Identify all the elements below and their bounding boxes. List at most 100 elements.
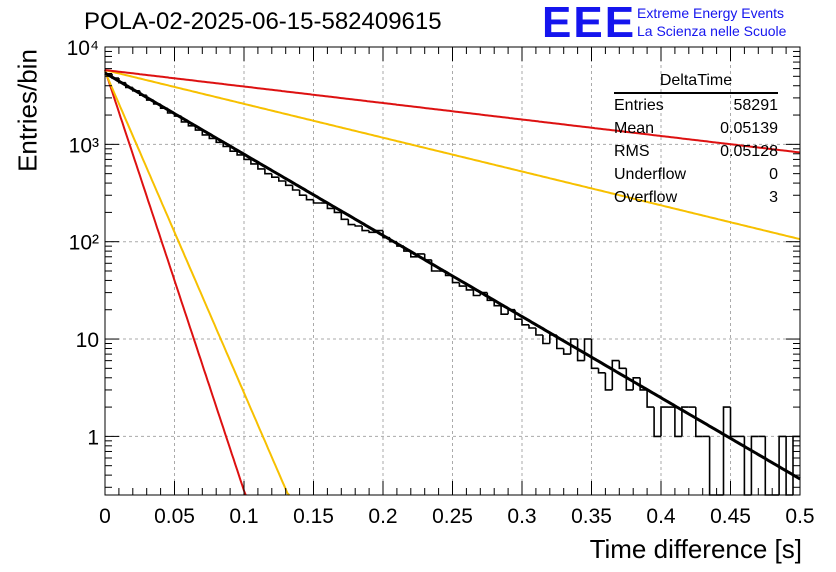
eee-logo: EEE — [542, 0, 637, 47]
x-tick-label: 0.3 — [507, 505, 536, 528]
x-tick-label: 0.5 — [785, 505, 814, 528]
histogram-bin — [458, 282, 467, 287]
x-tick-label: 0.25 — [432, 505, 473, 528]
model-curve-2 — [104, 69, 801, 241]
histogram-bin — [354, 224, 363, 227]
model-curve-0 — [104, 69, 247, 496]
histogram-bin — [618, 360, 627, 370]
x-tick-label: 0 — [99, 505, 111, 528]
histogram-bin — [569, 338, 578, 355]
histogram-bin — [535, 328, 543, 336]
histogram-bin — [284, 181, 293, 187]
histogram-bin — [743, 436, 752, 496]
eee-logo-line2: La Scienza nelle Scuole — [637, 23, 787, 39]
histogram-bin — [236, 151, 244, 156]
model-curve-1 — [104, 71, 290, 496]
x-tick-label: 0.4 — [646, 505, 676, 528]
histogram-bin — [750, 435, 759, 495]
y-tick-label: 10³ — [69, 134, 99, 157]
x-tick-label: 0.45 — [710, 505, 751, 528]
stats-row-rms: RMS 0.05128 — [614, 140, 778, 163]
stats-value: 0 — [769, 166, 778, 183]
model-curve-3 — [104, 69, 801, 154]
plot-title: POLA-02-2025-06-15-582409615 — [84, 8, 442, 35]
stats-value: 0.05139 — [720, 120, 778, 137]
x-tick-label: 0.15 — [293, 505, 334, 528]
histogram-bin — [250, 159, 258, 165]
stats-value: 3 — [769, 189, 778, 206]
histogram-bin — [521, 319, 529, 326]
histogram-bin — [632, 377, 641, 390]
histogram-bin — [298, 190, 307, 196]
histogram-bin — [264, 168, 272, 175]
x-tick-label: 0.35 — [571, 505, 612, 528]
histogram-bin — [646, 389, 655, 408]
histogram-bin — [500, 305, 509, 315]
y-tick-label: 10² — [69, 232, 99, 255]
model-curves — [104, 69, 801, 496]
x-tick-label: 0.2 — [368, 505, 397, 528]
x-tick-label: 0.05 — [154, 505, 195, 528]
histogram-bin — [243, 154, 251, 161]
fit-curve-layer — [104, 71, 801, 481]
histogram-bin — [681, 406, 689, 437]
histogram-bin — [653, 407, 661, 438]
histogram-bin — [562, 348, 571, 355]
histogram-bin — [465, 286, 474, 291]
histogram-bin — [597, 368, 606, 374]
histogram-bin — [201, 130, 210, 136]
stats-box: DeltaTime Entries 58291 Mean 0.05139 RMS… — [614, 70, 778, 209]
histogram-bin — [604, 372, 613, 391]
histogram-bin — [208, 134, 217, 140]
stats-label: Mean — [614, 120, 655, 137]
stats-label: Overflow — [614, 189, 678, 206]
histogram-bin — [528, 324, 536, 329]
histogram-bin — [625, 368, 634, 391]
histogram-bin — [291, 185, 300, 191]
stats-label: RMS — [614, 143, 650, 160]
histogram-bin — [729, 407, 738, 438]
histogram-bin — [785, 436, 793, 496]
stats-label: Underflow — [614, 166, 687, 183]
histogram-bin — [674, 407, 682, 438]
fit-curve — [104, 71, 801, 481]
histogram-bin — [472, 289, 481, 297]
histogram-bin — [764, 436, 773, 496]
histogram-bin — [611, 359, 620, 390]
histogram-bin — [305, 195, 314, 201]
histogram-bin — [576, 339, 585, 362]
stats-value: 58291 — [733, 97, 779, 114]
stats-value: 0.05128 — [720, 143, 778, 160]
eee-logo-line1: Extreme Energy Events — [637, 5, 785, 21]
histogram-bin — [493, 300, 502, 307]
y-axis-title: Entries/bin — [12, 49, 43, 172]
histogram-bin — [326, 203, 335, 210]
histogram-bin — [368, 230, 377, 234]
histogram-bin — [590, 339, 599, 370]
histogram-bin — [451, 275, 460, 284]
stats-row-underflow: Underflow 0 — [614, 163, 778, 186]
histogram-bin — [722, 406, 731, 495]
y-tick-label: 1 — [87, 426, 99, 449]
x-tick-label: 0.1 — [229, 505, 258, 528]
y-tick-label: 10 — [76, 329, 99, 352]
axis-ticks — [104, 46, 801, 495]
stats-row-entries: Entries 58291 — [614, 94, 778, 117]
histogram-bin — [333, 208, 342, 214]
histogram-bin — [278, 177, 286, 182]
histogram-bin — [347, 219, 356, 226]
histogram-bin — [229, 146, 238, 152]
histogram-bin — [660, 406, 668, 437]
histogram-bin — [340, 212, 349, 221]
stats-title: DeltaTime — [614, 70, 778, 94]
eee-logo-text: Extreme Energy Events La Scienza nelle S… — [637, 4, 786, 40]
histogram-bin — [312, 199, 321, 204]
axis-tick-labels: 0 0.05 0.1 0.15 0.2 0.25 0.3 0.35 0.4 0.45 0.5 1 10 1… — [67, 37, 815, 528]
histogram-bin — [361, 226, 370, 232]
histogram-bin — [708, 436, 717, 496]
stats-row-overflow: Overflow 3 — [614, 186, 778, 209]
stats-label: Entries — [614, 97, 664, 114]
x-axis-title: Time difference [s] — [589, 534, 802, 564]
histogram-bin — [271, 173, 279, 178]
